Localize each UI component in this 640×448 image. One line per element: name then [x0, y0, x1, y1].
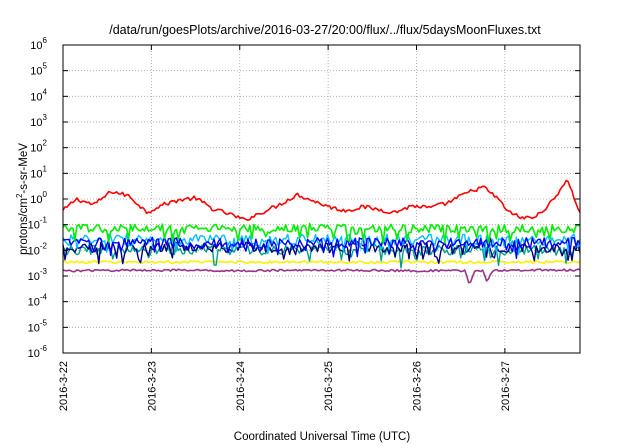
y-axis-label-unit: -s-sr-MeV	[18, 143, 30, 194]
y-tick-label: 103	[30, 113, 47, 129]
y-tick-label: 102	[30, 139, 47, 155]
series-line-4	[62, 241, 581, 265]
series-line-0	[62, 179, 581, 221]
y-tick-label: 101	[30, 164, 47, 180]
y-axis-label-main: protons/cm	[18, 198, 30, 255]
x-tick-label: 2016-3-25	[323, 361, 335, 411]
x-tick-labels: 2016-3-22 2016-3-23 2016-3-24 2016-3-25 2016…	[58, 361, 512, 411]
grid	[63, 45, 580, 353]
y-tick-label: 10-5	[28, 318, 48, 334]
y-tick-label: 10-6	[28, 344, 48, 360]
series-line-7	[62, 268, 581, 284]
x-axis-label: Coordinated Universal Time (UTC)	[234, 431, 411, 443]
x-tick-label: 2016-3-26	[412, 361, 424, 411]
y-axis-label: protons/cm2-s-sr-MeV	[15, 143, 30, 255]
x-tick-label: 2016-3-22	[58, 361, 70, 411]
y-tick-label: 10-1	[28, 216, 48, 232]
x-tick-label: 2016-3-24	[235, 361, 247, 411]
series-layer	[62, 179, 581, 284]
series-line-1	[62, 222, 581, 245]
y-tick-label: 105	[30, 62, 47, 78]
x-tick-label: 2016-3-27	[500, 361, 512, 411]
chart-title: /data/run/goesPlots/archive/2016-03-27/2…	[109, 23, 541, 37]
axis-ticks	[62, 44, 580, 354]
y-tick-label: 10-4	[28, 293, 48, 309]
y-tick-label: 10-3	[28, 267, 48, 283]
y-tick-labels: 10-6 10-5 10-4 10-3 10-2 10-1 100 101 102 103 104 1…	[28, 36, 48, 360]
y-tick-label: 10-2	[28, 241, 48, 257]
y-tick-label: 100	[30, 190, 47, 206]
y-tick-label: 106	[30, 36, 47, 52]
y-tick-label: 104	[30, 87, 47, 103]
y-axis-label-exponent: 2	[15, 193, 24, 198]
series-line-3	[62, 236, 581, 259]
x-tick-label: 2016-3-23	[146, 361, 158, 411]
series-line-6	[62, 260, 581, 265]
